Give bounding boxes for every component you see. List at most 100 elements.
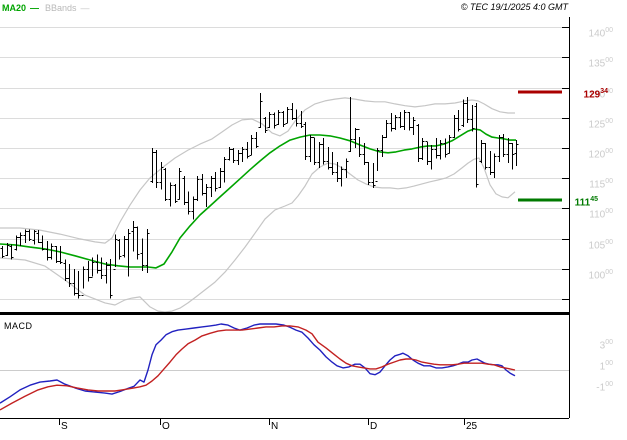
ohlc-bar <box>335 161 340 182</box>
ohlc-bar <box>168 182 173 207</box>
ohlc-bar <box>339 166 344 187</box>
ohlc-bar <box>497 135 502 162</box>
ohlc-bar <box>276 109 281 125</box>
ohlc-bar <box>375 148 380 182</box>
ohlc-bar <box>474 103 479 188</box>
x-axis-month-label: D <box>370 421 378 432</box>
ohlc-bar <box>67 264 72 287</box>
ohlc-bar <box>145 228 150 273</box>
ohlc-bar <box>45 241 50 261</box>
ohlc-bar <box>5 242 10 257</box>
ohlc-bar <box>357 129 362 158</box>
ohlc-bar <box>54 245 59 263</box>
ohlc-bar <box>416 123 421 162</box>
ohlc-bar <box>90 257 95 278</box>
ohlc-bar <box>218 167 223 188</box>
ohlc-bar <box>344 158 349 179</box>
x-axis-month-label: N <box>271 421 279 432</box>
ohlc-bar <box>249 135 254 156</box>
ohlc-bar <box>58 246 63 264</box>
macd-panel-title: MACD <box>4 321 33 331</box>
ohlc-bar <box>285 106 290 124</box>
ohlc-bar <box>267 111 272 129</box>
ohlc-bar <box>492 153 497 179</box>
ohlc-bar <box>81 266 86 296</box>
ohlc-bar <box>348 97 353 152</box>
ohlc-bar <box>303 122 308 161</box>
ohlc-bar <box>371 163 376 188</box>
ohlc-bar <box>113 234 118 270</box>
ohlc-bar <box>465 97 470 123</box>
ohlc-bar <box>483 143 488 170</box>
ohlc-bar <box>330 151 335 175</box>
ohlc-bar <box>299 111 304 129</box>
legend-ma20-label: MA20 <box>2 3 27 13</box>
ma20-line-swatch-icon: — <box>30 3 40 13</box>
ohlc-bar <box>326 146 331 170</box>
level-label-resistance: 12934 <box>583 88 608 101</box>
ohlc-bar <box>429 145 434 170</box>
ohlc-bar <box>420 138 425 161</box>
ohlc-bar <box>389 113 394 132</box>
ohlc-bar <box>222 157 227 183</box>
ohlc-bar <box>231 148 236 164</box>
ohlc-bar <box>452 114 457 138</box>
x-axis-month-label: S <box>61 421 68 432</box>
price-axis-label: 11000 <box>589 208 613 221</box>
ohlc-bar <box>393 114 398 130</box>
ohlc-bar <box>204 184 209 208</box>
ohlc-bar <box>434 138 439 159</box>
ohlc-bar <box>506 138 511 164</box>
copyright-text: © TEC 19/1/2025 4:0 GMT <box>460 2 568 12</box>
ohlc-bar <box>159 161 164 190</box>
ohlc-bar <box>443 138 448 158</box>
price-axis-label: 11500 <box>589 178 613 191</box>
x-axis-month-label: O <box>162 421 170 432</box>
ohlc-bar <box>258 93 263 129</box>
ohlc-bar <box>402 109 407 130</box>
price-axis-label: 13500 <box>588 57 613 70</box>
ohlc-bar <box>398 111 403 129</box>
ohlc-bar <box>36 230 41 243</box>
ohlc-bar <box>461 99 466 127</box>
ohlc-bar <box>353 128 358 148</box>
ohlc-bar <box>173 184 178 203</box>
ohlc-bar <box>0 245 5 258</box>
ohlc-bar <box>272 112 277 129</box>
ohlc-bar <box>186 191 191 215</box>
ohlc-bar <box>163 167 168 202</box>
ohlc-bar <box>49 243 54 260</box>
macd-axis-label: 300 <box>599 339 613 352</box>
ohlc-bars <box>0 93 519 299</box>
macd-axis-label: -100 <box>596 381 613 394</box>
bollinger-lower-band <box>0 157 516 313</box>
price-axis-label: 12000 <box>588 148 613 161</box>
ohlc-bar <box>131 221 136 252</box>
ohlc-bar <box>9 244 14 260</box>
macd-line <box>0 323 516 404</box>
ohlc-bar <box>200 174 205 196</box>
ohlc-bar <box>362 143 367 165</box>
ohlc-bar <box>240 146 245 162</box>
ohlc-bar <box>195 175 200 202</box>
ohlc-bar <box>501 134 506 158</box>
ohlc-bar <box>182 175 187 205</box>
ohlc-bar <box>76 271 81 299</box>
ohlc-bar <box>407 111 412 131</box>
ohlc-bar <box>126 228 131 277</box>
ohlc-bar <box>380 135 385 158</box>
ohlc-bar <box>40 235 45 251</box>
x-axis-month-label: 25 <box>466 421 478 432</box>
ohlc-bar <box>150 148 155 183</box>
ohlc-bar <box>23 229 28 243</box>
ohlc-bar <box>263 116 268 133</box>
ohlc-bar <box>384 120 389 138</box>
ohlc-bar <box>27 229 32 241</box>
ohlc-bar <box>438 140 443 160</box>
bollinger-upper-band <box>0 97 515 244</box>
ohlc-bar <box>470 105 475 132</box>
ohlc-bar <box>254 132 259 148</box>
ohlc-bar <box>281 111 286 127</box>
ohlc-bar <box>488 151 493 176</box>
